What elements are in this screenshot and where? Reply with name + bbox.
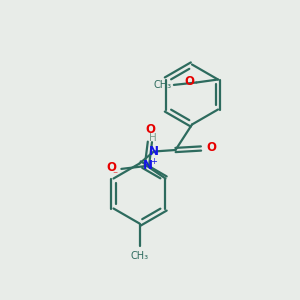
- Text: N: N: [143, 159, 153, 172]
- Text: O: O: [184, 75, 194, 88]
- Text: ⁻: ⁻: [113, 170, 118, 181]
- Text: CH₃: CH₃: [130, 251, 148, 261]
- Text: O: O: [106, 161, 116, 174]
- Text: +: +: [150, 157, 157, 166]
- Text: O: O: [206, 141, 216, 154]
- Text: CH₃: CH₃: [153, 80, 172, 90]
- Text: N: N: [149, 145, 159, 158]
- Text: O: O: [145, 123, 155, 136]
- Text: H: H: [149, 133, 157, 143]
